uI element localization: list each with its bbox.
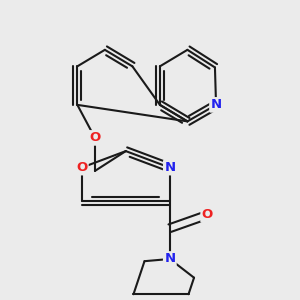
Text: N: N bbox=[211, 98, 222, 111]
Text: O: O bbox=[89, 131, 100, 144]
Text: N: N bbox=[164, 161, 175, 174]
Text: N: N bbox=[164, 253, 175, 266]
Text: O: O bbox=[202, 208, 213, 221]
Text: O: O bbox=[76, 161, 87, 174]
